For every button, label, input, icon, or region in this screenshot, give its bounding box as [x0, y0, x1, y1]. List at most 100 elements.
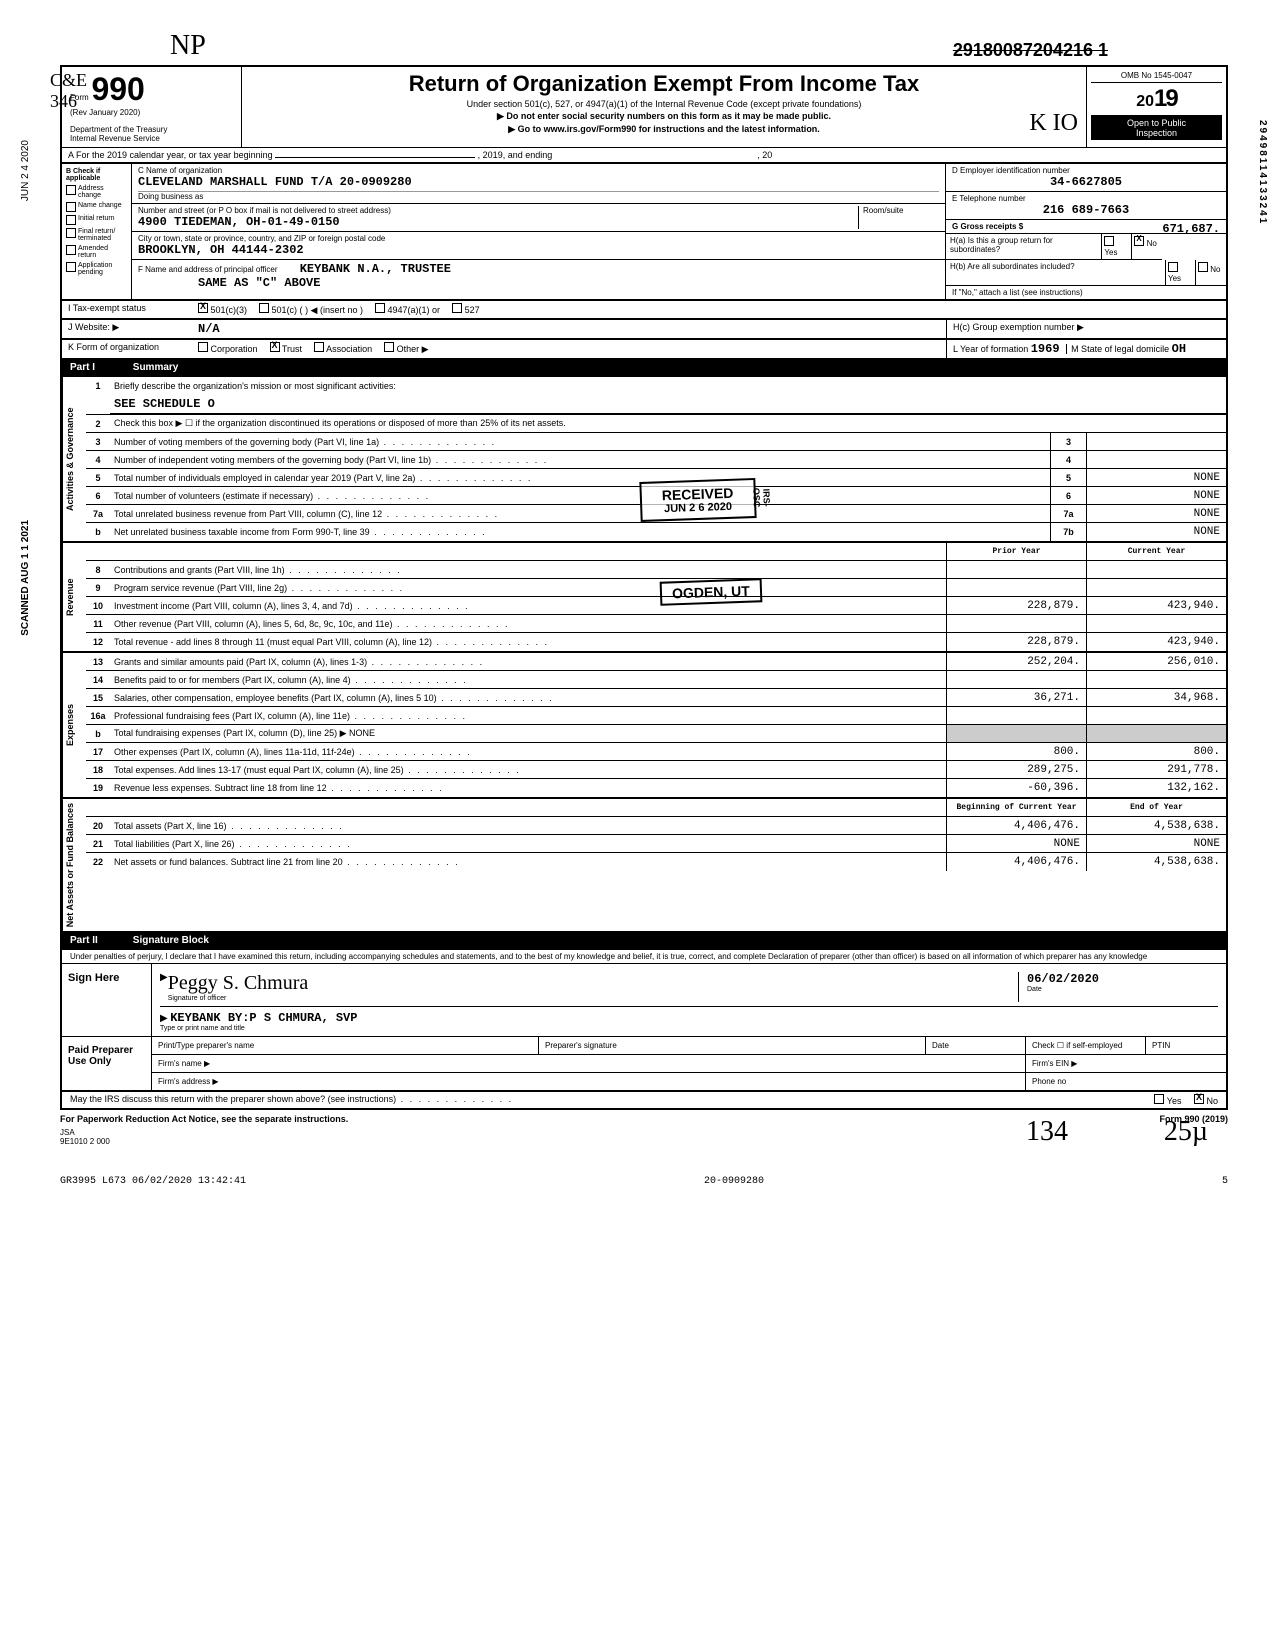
summary-line: 12Total revenue - add lines 8 through 11… [86, 633, 1226, 651]
gross-receipts-row: G Gross receipts $ 671,687. [946, 220, 1226, 234]
summary-line: 13Grants and similar amounts paid (Part … [86, 653, 1226, 671]
org-name: CLEVELAND MARSHALL FUND T/A 20-0909280 [138, 175, 939, 189]
prior-year-value [946, 615, 1086, 632]
side-number: 29498114133241 [1257, 120, 1268, 225]
open-public: Open to Public Inspection [1091, 116, 1222, 140]
current-year-value: 423,940. [1086, 597, 1226, 614]
ein-row: D Employer identification number 34-6627… [946, 164, 1226, 192]
prep-name-label: Print/Type preparer's name [152, 1037, 539, 1054]
part-1-header: Part I Summary [60, 360, 1228, 377]
summary-line: 17Other expenses (Part IX, column (A), l… [86, 743, 1226, 761]
section-vertical-label: Net Assets or Fund Balances [62, 799, 86, 931]
prior-year-value [946, 707, 1086, 724]
prior-year-value: 289,275. [946, 761, 1086, 778]
summary-line: bTotal fundraising expenses (Part IX, co… [86, 725, 1226, 743]
signature-handwritten: Peggy S. Chmura [168, 972, 309, 994]
hand-scribble-left: C&E346 [50, 70, 87, 112]
ein-value: 34-6627805 [952, 175, 1220, 189]
prior-year-value: NONE [946, 835, 1086, 852]
prior-year-value: 36,271. [946, 689, 1086, 706]
prior-year-value: 228,879. [946, 633, 1086, 651]
officer-name: KEYBANK N.A., TRUSTEE [300, 262, 451, 276]
col-c-org-info: C Name of organization CLEVELAND MARSHAL… [132, 164, 946, 299]
bottom-mid: 20-0909280 [704, 1176, 764, 1187]
ptin-label: PTIN [1146, 1037, 1226, 1054]
state-domicile: OH [1172, 342, 1186, 356]
gross-receipts-value: 671,687. [1162, 222, 1220, 236]
discuss-row: May the IRS discuss this return with the… [60, 1092, 1228, 1110]
form-rev: (Rev January 2020) [70, 108, 233, 117]
section-vertical-label: Expenses [62, 653, 86, 797]
part-2-header: Part II Signature Block [60, 933, 1228, 950]
hand-25mu: 25µ [1164, 1116, 1208, 1148]
prep-check-label: Check ☐ if self-employed [1026, 1037, 1146, 1054]
strikethrough-id: 29180087204216 1 [60, 40, 1228, 61]
prior-year-value: 4,406,476. [946, 853, 1086, 871]
signature-block: Under penalties of perjury, I declare th… [60, 950, 1228, 1092]
received-stamp: RECEIVED JUN 2 6 2020 IRS-OSC [639, 478, 756, 522]
year-formation: 1969 [1031, 342, 1060, 356]
header-center: Return of Organization Exempt From Incom… [242, 67, 1086, 147]
form-number: 990 [91, 71, 144, 107]
summary-line: 22Net assets or fund balances. Subtract … [86, 853, 1226, 871]
year-box: 20201919 [1091, 83, 1222, 116]
current-year-value [1086, 671, 1226, 688]
summary-line: 2Check this box ▶ ☐ if the organization … [86, 415, 1226, 433]
summary-line: 15Salaries, other compensation, employee… [86, 689, 1226, 707]
sign-here-label: Sign Here [62, 964, 152, 1036]
prior-year-value: -60,396. [946, 779, 1086, 797]
main-info-block: B Check if applicable Address change Nam… [60, 164, 1228, 301]
current-year-value [1086, 707, 1226, 724]
hand-134: 134 [1026, 1116, 1068, 1148]
summary-value [1086, 451, 1226, 468]
cb-application-pending[interactable]: Application pending [66, 262, 127, 276]
prior-year-value: 4,406,476. [946, 817, 1086, 834]
summary-value: NONE [1086, 469, 1226, 486]
h-note: If "No," attach a list (see instructions… [946, 286, 1226, 299]
website-value: N/A [192, 320, 946, 338]
header-sub1: Under section 501(c), 527, or 4947(a)(1)… [250, 99, 1078, 109]
cb-address-change[interactable]: Address change [66, 185, 127, 199]
city-state-zip: BROOKLYN, OH 44144-2302 [138, 243, 939, 257]
firm-ein-label: Firm's EIN ▶ [1026, 1055, 1226, 1072]
phone-value: 216 689-7663 [952, 203, 1220, 217]
cb-initial-return[interactable]: Initial return [66, 215, 127, 225]
current-year-value [1086, 615, 1226, 632]
current-year-value: 34,968. [1086, 689, 1226, 706]
summary-value: NONE [1086, 523, 1226, 541]
cb-final-return[interactable]: Final return/ terminated [66, 228, 127, 242]
postmark-date-side: JUN 2 4 2020 [20, 140, 31, 201]
current-year-value: 800. [1086, 743, 1226, 760]
cb-name-change[interactable]: Name change [66, 202, 127, 212]
col-header-current: End of Year [1086, 799, 1226, 816]
room-suite: Room/suite [859, 206, 939, 229]
summary-line: 4Number of independent voting members of… [86, 451, 1226, 469]
street-address: 4900 TIEDEMAN, OH-01-49-0150 [138, 215, 858, 229]
summary-line: bNet unrelated business taxable income f… [86, 523, 1226, 541]
bottom-line: GR3995 L673 06/02/2020 13:42:41 20-09092… [60, 1176, 1228, 1187]
current-year-value: 4,538,638. [1086, 817, 1226, 834]
col-b-header: B Check if applicable [66, 168, 127, 182]
cb-amended[interactable]: Amended return [66, 245, 127, 259]
summary-line: 9Program service revenue (Part VIII, lin… [86, 579, 1226, 597]
h-b-row: H(b) Are all subordinates included? Yes … [946, 260, 1226, 286]
header-right: OMB No 1545-0047 20201919 Open to Public… [1086, 67, 1226, 147]
summary-value: NONE [1086, 505, 1226, 522]
row-a: A For the 2019 calendar year, or tax yea… [60, 147, 1228, 164]
header-sub3: ▶ Go to www.irs.gov/Form990 for instruct… [250, 124, 1078, 135]
row-k-form-org: K Form of organization Corporation X Tru… [60, 340, 1228, 360]
hand-initials: K IO [1029, 110, 1078, 137]
summary-value: NONE [1086, 487, 1226, 504]
form-number-box: Form 990 (Rev January 2020) Department o… [62, 67, 242, 147]
summary-line: 19Revenue less expenses. Subtract line 1… [86, 779, 1226, 797]
header-title: Return of Organization Exempt From Incom… [250, 71, 1078, 97]
prior-year-value: 800. [946, 743, 1086, 760]
summary-value [1086, 433, 1226, 450]
bottom-right: 5 [1222, 1176, 1228, 1187]
penalty-statement: Under penalties of perjury, I declare th… [62, 950, 1226, 964]
omb-number: OMB No 1545-0047 [1091, 71, 1222, 83]
summary-line: 14Benefits paid to or for members (Part … [86, 671, 1226, 689]
summary-section: Revenue Prior Year Current Year8Contribu… [60, 543, 1228, 653]
form-dept: Department of the Treasury [70, 125, 233, 134]
current-year-value: 256,010. [1086, 653, 1226, 670]
